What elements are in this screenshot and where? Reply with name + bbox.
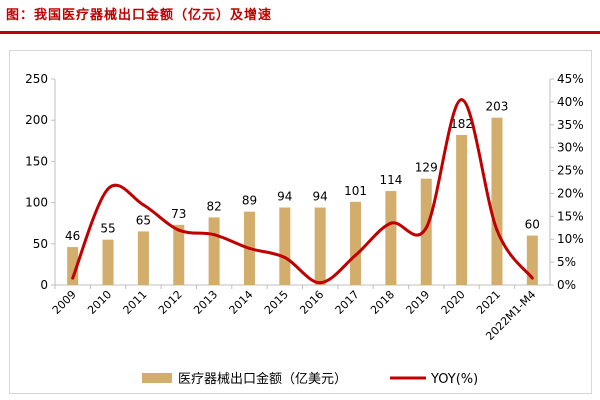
left-axis-tick-label: 250 [25, 72, 48, 86]
x-axis-tick-label: 2016 [297, 288, 326, 317]
yoy-point [530, 276, 534, 280]
left-axis-tick-label: 200 [25, 113, 48, 127]
x-axis-tick-label: 2009 [50, 288, 79, 317]
left-axis-tick-label: 50 [33, 237, 48, 251]
right-axis-tick-label: 20% [557, 186, 584, 200]
bar-value-label: 73 [171, 207, 186, 221]
x-axis-tick-label: 2019 [403, 288, 432, 317]
x-axis-tick-label: 2011 [121, 288, 150, 317]
x-axis-tick-label: 2015 [262, 288, 291, 317]
figure-title: 图：我国医疗器械出口金额（亿元）及增速 [6, 8, 273, 23]
bar-value-label: 65 [136, 213, 151, 227]
right-axis-tick-label: 0% [557, 278, 576, 292]
bar-value-label: 94 [313, 190, 328, 204]
yoy-point [460, 98, 464, 102]
right-axis-tick-label: 45% [557, 72, 584, 86]
x-axis-tick-label: 2020 [439, 288, 468, 317]
right-axis-tick-label: 40% [557, 95, 584, 109]
x-axis-tick-label: 2014 [227, 288, 256, 317]
bar-value-label: 94 [277, 190, 292, 204]
yoy-point [495, 228, 499, 232]
yoy-point [354, 253, 358, 257]
yoy-point [318, 281, 322, 285]
yoy-point [389, 221, 393, 225]
bar-value-label: 55 [100, 222, 115, 236]
right-axis-tick-label: 35% [557, 118, 584, 132]
x-axis-tick-label: 2018 [368, 288, 397, 317]
bar [420, 178, 432, 285]
chart-frame: 0 50 100 150 200 250 0% 5% 10% 15% 20% 25% 30% 35% 40%… [9, 50, 592, 394]
bar [208, 217, 220, 285]
yoy-point [71, 276, 75, 280]
bar [385, 191, 397, 285]
x-axis-tick-label: 2021 [474, 288, 503, 317]
bar [350, 201, 362, 285]
right-axis-tick-label: 10% [557, 232, 584, 246]
bar [67, 247, 79, 285]
combo-chart: 0 50 100 150 200 250 0% 5% 10% 15% 20% 25% 30% 35% 40%… [25, 72, 584, 387]
bar-value-label: 203 [486, 100, 509, 114]
left-axis-tick-label: 100 [25, 196, 48, 210]
bar [137, 231, 149, 285]
bar-value-label: 46 [65, 229, 80, 243]
right-axis-tick-label: 25% [557, 164, 584, 178]
bar [173, 224, 185, 285]
x-axis-tick-label: 2012 [156, 288, 185, 317]
left-axis-tick-label: 150 [25, 154, 48, 168]
bar [102, 239, 114, 285]
yoy-point [283, 256, 287, 260]
bar-value-label: 82 [206, 199, 221, 213]
right-axis-tick-label: 15% [557, 209, 584, 223]
bar-value-label: 182 [450, 117, 473, 131]
yoy-point [247, 246, 251, 250]
yoy-point [106, 187, 110, 191]
right-axis-tick-label: 30% [557, 141, 584, 155]
bar-value-label: 60 [525, 218, 540, 232]
legend-line-label: YOY(%) [430, 372, 478, 387]
bar [456, 135, 468, 285]
x-axis-tick-label: 2010 [85, 288, 114, 317]
left-axis-tick-label: 0 [40, 278, 48, 292]
bar-value-label: 129 [415, 161, 438, 175]
yoy-point [177, 228, 181, 232]
bar-value-label: 101 [344, 184, 367, 198]
legend-bar-label: 医疗器械出口金额（亿美元） [178, 371, 347, 387]
yoy-point [212, 233, 216, 237]
bar-value-label: 89 [242, 194, 257, 208]
x-axis-tick-label: 2017 [333, 288, 362, 317]
bar [279, 207, 291, 285]
title-divider [0, 31, 600, 34]
bar [314, 207, 326, 285]
bar [491, 117, 503, 285]
yoy-point [141, 203, 145, 207]
legend-bar-swatch [142, 373, 172, 383]
right-axis-tick-label: 5% [557, 255, 576, 269]
x-axis-tick-label: 2013 [191, 288, 220, 317]
yoy-point [424, 226, 428, 230]
bar [526, 235, 538, 285]
bar-value-label: 114 [379, 173, 402, 187]
